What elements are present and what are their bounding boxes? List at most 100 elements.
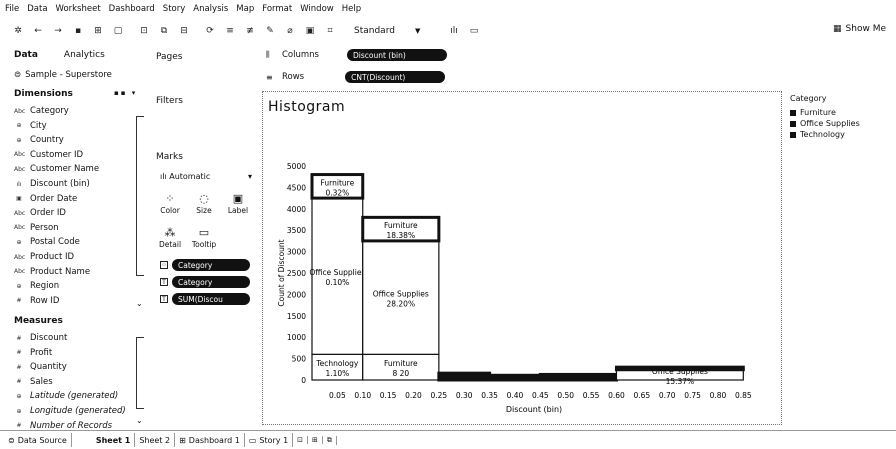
field-product-name[interactable]: Abc Product Name	[14, 265, 90, 279]
tab-datasource[interactable]: ⊜ Data Source	[0, 433, 72, 447]
menu-analysis[interactable]: Analysis	[193, 4, 229, 14]
field-longitude-generated[interactable]: ⊕ Longitude (generated)	[14, 404, 126, 418]
legend-item[interactable]: Technology	[790, 129, 860, 140]
sort-desc-icon[interactable]: ≢	[246, 26, 254, 36]
field-label: Customer Name	[30, 164, 100, 175]
cards-pane: Pages Filters Marks ılı Automatic ▾ ⁘ Co…	[150, 44, 260, 430]
field-label: Longitude (generated)	[30, 406, 126, 416]
new-worksheet-icon[interactable]: ⊡	[293, 436, 309, 444]
pause-icon[interactable]: ▢	[113, 26, 123, 36]
field-type-icon: ılı	[16, 180, 22, 188]
sum-discount-pill[interactable]: SUM(Discou	[172, 293, 250, 305]
swap-icon[interactable]: ⟳	[206, 26, 214, 36]
tab-story-1[interactable]: ▭ Story 1	[245, 433, 294, 447]
new-worksheet-icon[interactable]: ⊡	[140, 26, 148, 36]
size-button[interactable]: ◌ Size	[190, 192, 218, 215]
field-person[interactable]: Abc Person	[14, 221, 59, 235]
group-icon[interactable]: ⌀	[287, 26, 293, 36]
discount-bin-pill[interactable]: Discount (bin)	[346, 49, 447, 61]
new-story-icon[interactable]: ⧉	[323, 435, 337, 445]
field-label: Order Date	[30, 193, 78, 204]
detail-button[interactable]: ⁂ Detail	[156, 226, 184, 249]
field-row-id[interactable]: # Row ID	[14, 294, 59, 308]
tab-sheet-1-label: Sheet 1	[95, 435, 131, 445]
field-region[interactable]: ⊕ Region	[14, 279, 59, 293]
y-tick-label: 5000	[287, 162, 306, 171]
marks-pill-color[interactable]: ⁘ Category	[160, 259, 250, 271]
menu-worksheet[interactable]: Worksheet	[55, 4, 101, 14]
menu-data[interactable]: Data	[27, 4, 48, 14]
legend-item[interactable]: Furniture	[790, 107, 860, 118]
field-discount[interactable]: # Discount	[14, 331, 67, 345]
columns-shelf[interactable]: ⫼ Columns Discount (bin)	[266, 49, 447, 61]
field-quantity[interactable]: # Quantity	[14, 360, 66, 374]
category-pill[interactable]: Category	[172, 276, 250, 288]
field-order-date[interactable]: ▣ Order Date	[14, 192, 77, 206]
field-sales[interactable]: # Sales	[14, 375, 52, 389]
category-pill[interactable]: Category	[172, 259, 250, 271]
tab-sheet-1[interactable]: Sheet 1	[92, 433, 136, 447]
tab-analytics[interactable]: Analytics	[63, 50, 105, 60]
duplicate-icon[interactable]: ⧉	[160, 26, 168, 36]
menu-dashboard[interactable]: Dashboard	[108, 4, 155, 14]
legend-item[interactable]: Office Supplies	[790, 118, 860, 129]
legend-label: Furniture	[800, 108, 836, 117]
tab-dashboard-1[interactable]: ⊞ Dashboard 1	[175, 433, 245, 447]
chevron-down-icon[interactable]: ⌄	[136, 416, 143, 425]
field-customer-id[interactable]: Abc Customer ID	[14, 148, 83, 162]
y-tick-label: 1000	[287, 333, 306, 342]
datasource-item[interactable]: ⊜ Sample - Superstore	[14, 70, 112, 80]
measures-scrollbar[interactable]	[136, 337, 144, 409]
marks-pill-label[interactable]: T Category	[160, 276, 250, 288]
menu-window[interactable]: Window	[300, 4, 334, 14]
menu-map[interactable]: Map	[236, 4, 255, 14]
undo-icon[interactable]: ←	[34, 26, 42, 36]
field-country[interactable]: ⊕ Country	[14, 133, 63, 147]
menu-help[interactable]: Help	[341, 4, 362, 14]
fit-dropdown[interactable]: Standard ▼	[354, 26, 444, 36]
marks-pill-label-sum[interactable]: T SUM(Discou	[160, 293, 250, 305]
field-product-id[interactable]: Abc Product ID	[14, 250, 74, 264]
field-order-id[interactable]: Abc Order ID	[14, 206, 66, 220]
cnt-discount-pill[interactable]: CNT(Discount)	[345, 71, 446, 83]
save-icon[interactable]: ▪	[74, 26, 82, 36]
chevron-down-icon[interactable]: ⌄	[136, 299, 143, 308]
field-postal-code[interactable]: ⊕ Postal Code	[14, 235, 79, 249]
menu-format[interactable]: Format	[262, 4, 293, 14]
menu-story[interactable]: Story	[162, 4, 186, 14]
field-city[interactable]: ⊕ City	[14, 119, 46, 133]
measures-header: Measures	[14, 316, 63, 326]
field-discount-bin[interactable]: ılı Discount (bin)	[14, 177, 89, 191]
mark-type-dropdown[interactable]: ılı Automatic ▾	[160, 172, 252, 181]
label-icon[interactable]: ▣	[305, 26, 315, 36]
field-latitude-generated[interactable]: ⊕ Latitude (generated)	[14, 389, 118, 403]
new-datasource-icon[interactable]: ⊞	[94, 26, 102, 36]
tab-sheet-2[interactable]: Sheet 2	[135, 433, 176, 447]
menu-file[interactable]: File	[5, 4, 20, 14]
y-tick-label: 0	[301, 376, 306, 385]
new-dashboard-icon[interactable]: ⊞	[308, 436, 323, 444]
color-button[interactable]: ⁘ Color	[156, 192, 184, 215]
field-number-of-records[interactable]: # Number of Records	[14, 419, 112, 433]
dimensions-scrollbar[interactable]	[136, 116, 144, 276]
field-type-icon: ⊕	[16, 392, 22, 400]
label-button[interactable]: ▣ Label	[224, 192, 252, 215]
tab-data[interactable]: Data	[14, 50, 38, 60]
logo-icon[interactable]: ✲	[14, 26, 22, 36]
show-me-button[interactable]: ▦ Show Me	[833, 24, 886, 34]
presentation-icon[interactable]: ▭	[469, 26, 479, 36]
chart-icon[interactable]: ılı	[450, 26, 458, 36]
rows-shelf[interactable]: ≡ Rows CNT(Discount)	[266, 71, 446, 83]
clear-icon[interactable]: ⊟	[180, 26, 188, 36]
highlight-icon[interactable]: ✎	[266, 26, 274, 36]
tooltip-button[interactable]: ▭ Tooltip	[190, 226, 218, 249]
field-category[interactable]: Abc Category	[14, 104, 69, 118]
field-customer-name[interactable]: Abc Customer Name	[14, 162, 99, 176]
redo-icon[interactable]: →	[54, 26, 62, 36]
histogram-bar-furniture	[310, 173, 365, 200]
field-profit[interactable]: # Profit	[14, 346, 52, 360]
fix-axes-icon[interactable]: ⌗	[327, 26, 333, 36]
field-label: Profit	[30, 347, 53, 358]
dimensions-tools-icon[interactable]: ▪▪ ▾	[114, 89, 138, 97]
sort-asc-icon[interactable]: ≡	[226, 26, 234, 36]
